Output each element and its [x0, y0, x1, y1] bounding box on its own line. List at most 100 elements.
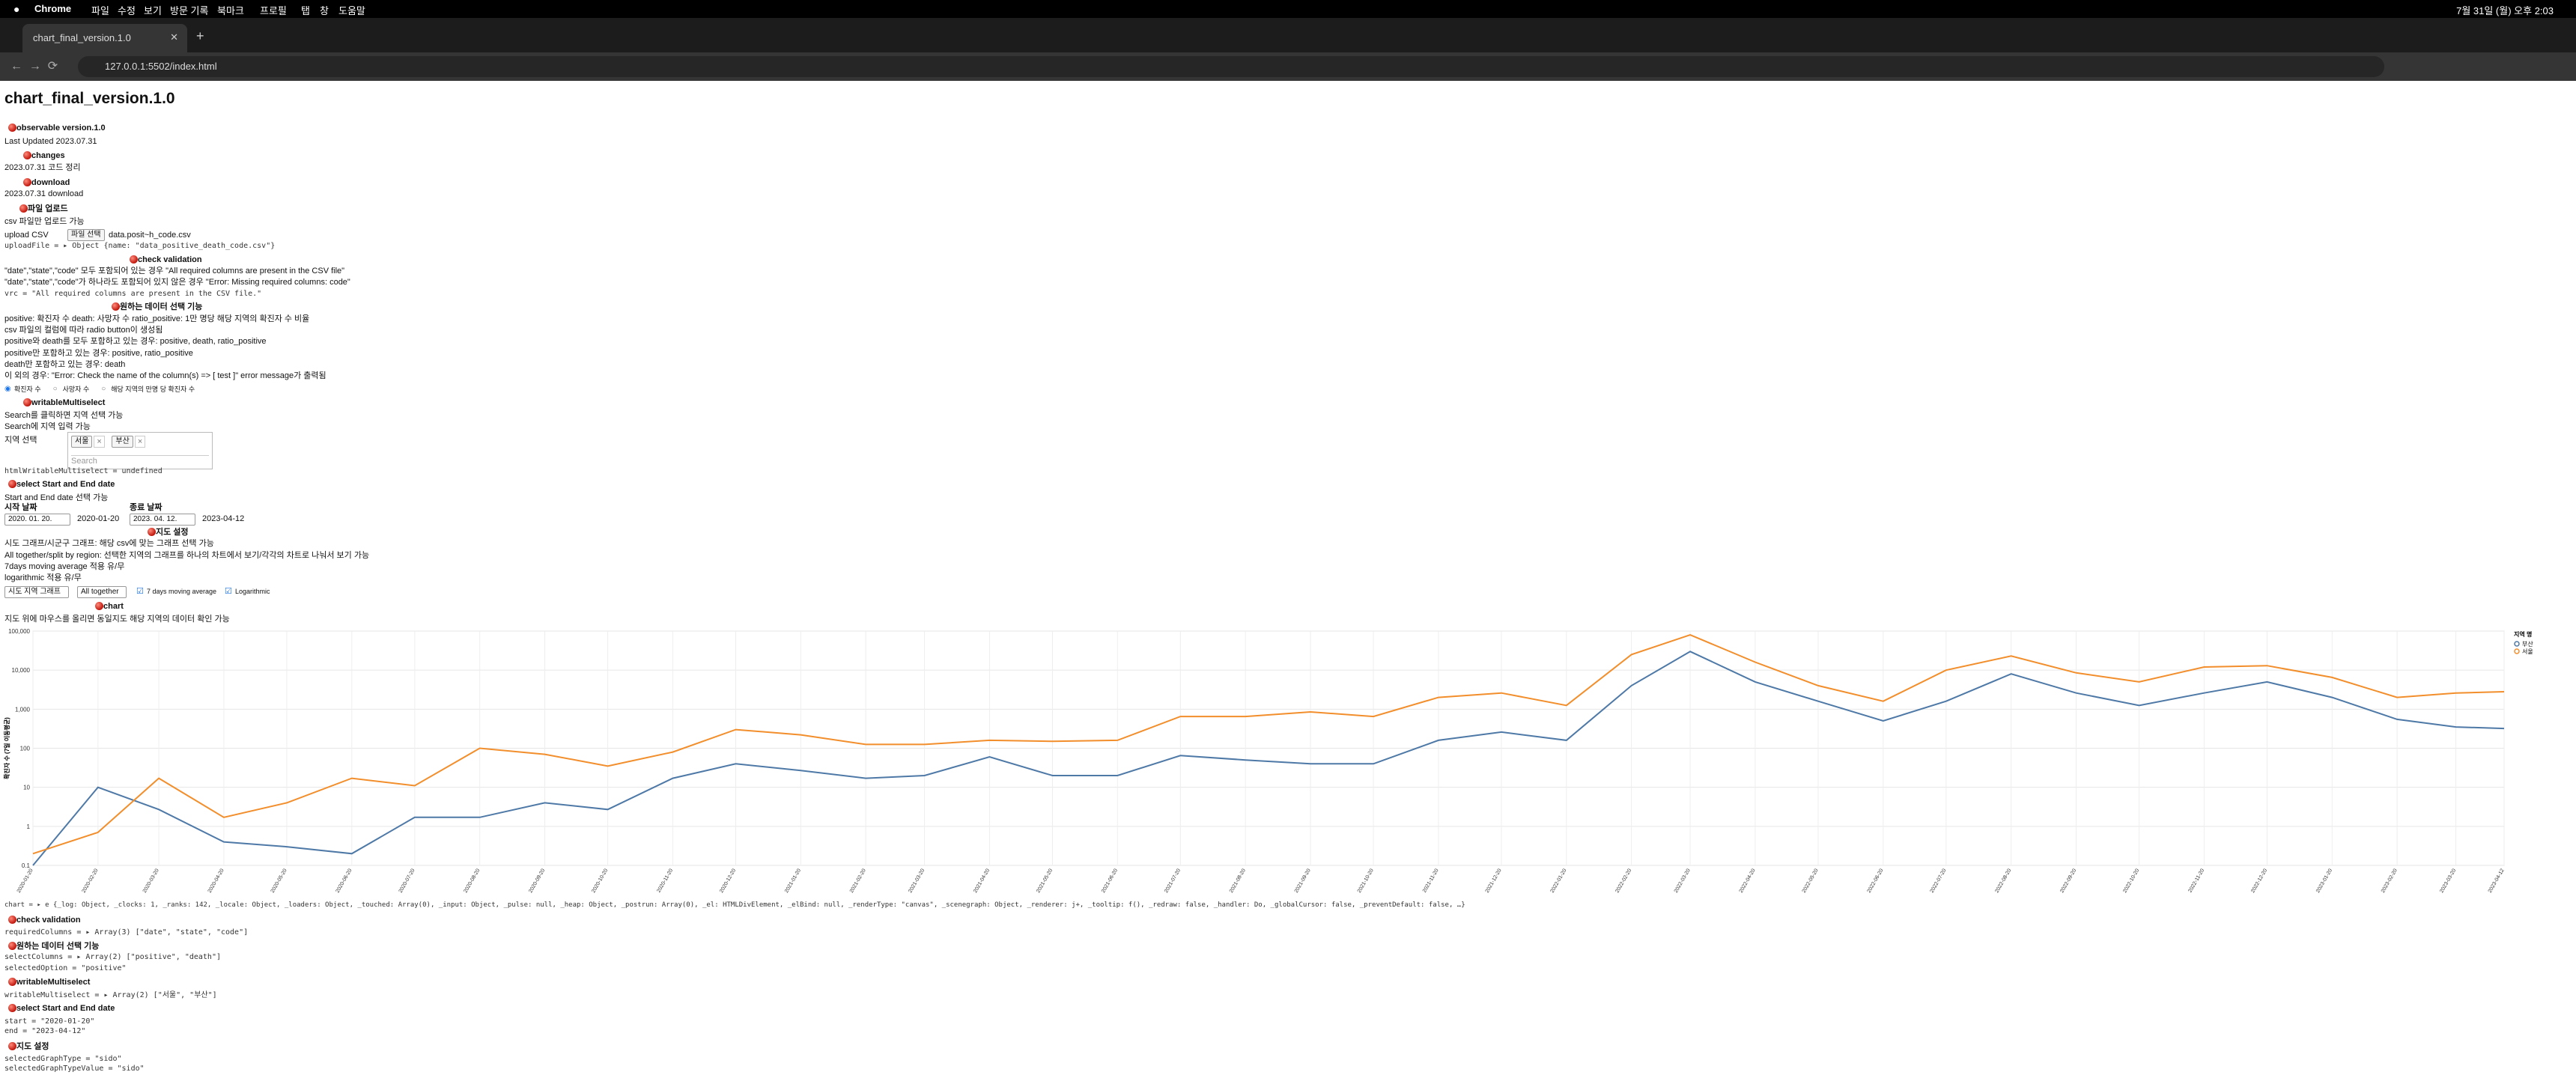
menu-bar: ● Chrome 파일 수정 보기 방문 기록 북마크 프로필 탭 창 도움말 7월 31일 (월… — [0, 0, 2576, 18]
file-name: data.posit~h_code.csv — [109, 231, 191, 240]
line — [32, 651, 2505, 866]
section-text: 시도 그래프/시군구 그래프: 해당 csv에 맞는 그래프 선택 가능 — [4, 539, 214, 548]
checkbox[interactable]: ☑ — [225, 587, 232, 596]
legend-label: 부산 — [2522, 640, 2533, 648]
x-tick-label: 2020-01-20 — [16, 868, 34, 894]
upload-label: upload CSV — [4, 231, 49, 240]
section-icon — [8, 480, 16, 488]
checkbox-label: 7 days moving average — [147, 588, 217, 595]
checkbox-label: Logarithmic — [235, 588, 270, 595]
section-icon — [148, 528, 156, 536]
radio[interactable]: ○ — [52, 385, 58, 393]
x-tick-label: 2020-07-20 — [398, 868, 416, 894]
tab-close[interactable]: ✕ — [170, 31, 178, 43]
address-bar[interactable]: 127.0.0.1:5502/index.html — [78, 56, 2384, 77]
x-tick-label: 2021-07-20 — [1164, 868, 1182, 894]
date-label: 종료 날짜 — [130, 503, 162, 512]
x-tick-label: 2023-02-20 — [2381, 868, 2399, 894]
y-axis-label: 확진자 수 (7일 이동평균) — [3, 717, 10, 779]
new-tab[interactable]: + — [196, 28, 204, 43]
y-tick-label: 0.1 — [22, 862, 31, 869]
radio[interactable]: ○ — [101, 385, 106, 393]
section-heading: 원하는 데이터 선택 기능 — [120, 302, 203, 311]
menu-item[interactable]: 창 — [320, 5, 329, 16]
x-tick-label: 2021-08-20 — [1229, 868, 1247, 894]
tab-title: chart_final_version.1.0 — [33, 32, 131, 43]
section-icon — [8, 1004, 16, 1012]
code-cell: uploadFile = ▸ Object {name: "data_posit… — [4, 242, 276, 250]
file-button[interactable]: 파일 선택 — [67, 229, 105, 241]
menu-item[interactable]: Chrome — [34, 3, 72, 14]
section-icon — [8, 124, 16, 132]
x-tick-label: 2021-12-20 — [1485, 868, 1503, 894]
x-tick-label: 2020-06-20 — [335, 868, 353, 894]
section-icon — [8, 942, 16, 950]
menu-item[interactable]: 북마크 — [217, 5, 244, 16]
x-tick-label: 2023-03-20 — [2439, 868, 2457, 894]
tag[interactable]: 서울 — [71, 436, 93, 448]
multiselect[interactable]: 서울 × 부산 × Search — [67, 432, 213, 469]
checkbox[interactable]: ☑ — [136, 587, 144, 596]
menu-item[interactable]: 도움말 — [338, 5, 365, 16]
date-input[interactable]: 2023. 04. 12. — [130, 514, 195, 526]
code-cell: requiredColumns = ▸ Array(3) ["date", "s… — [4, 928, 249, 937]
x-tick-label: 2022-02-20 — [1614, 868, 1632, 894]
x-tick-label: 2020-11-20 — [656, 868, 674, 893]
section-text: logarithmic 적용 유/무 — [4, 573, 82, 582]
section-icon — [23, 178, 31, 186]
section-icon — [19, 204, 28, 213]
section-icon — [23, 151, 31, 159]
layout-select[interactable]: All together — [77, 586, 127, 598]
url: 127.0.0.1:5502/index.html — [105, 61, 217, 72]
tag-remove[interactable]: × — [94, 436, 105, 448]
search-input[interactable]: Search — [71, 455, 209, 466]
x-tick-label: 2021-09-20 — [1294, 868, 1312, 894]
nav-buttons[interactable]: ← → ⟳ — [10, 60, 58, 73]
page-title: chart_final_version.1.0 — [4, 90, 175, 107]
apple-icon[interactable]: ● — [13, 3, 20, 15]
code-cell: chart = ▸ e {_log: Object, _clocks: 1, _… — [4, 901, 1465, 909]
menu-item[interactable]: 탭 — [301, 5, 310, 16]
graph-type-select[interactable]: 시도 지역 그래프 — [4, 586, 69, 598]
y-tick-label: 1,000 — [15, 706, 31, 713]
date-value: 2023-04-12 — [202, 514, 245, 523]
x-tick-label: 2021-03-20 — [908, 868, 926, 894]
date-input[interactable]: 2020. 01. 20. — [4, 514, 70, 526]
section-text: positive: 확진자 수 death: 사망자 수 ratio_posit… — [4, 314, 310, 323]
x-tick-label: 2020-08-20 — [463, 868, 481, 894]
x-tick-label: 2021-10-20 — [1357, 868, 1375, 894]
section-text: Last Updated 2023.07.31 — [4, 137, 97, 146]
code-cell: vrc = "All required columns are present … — [4, 290, 262, 298]
date-label: 시작 날짜 — [4, 503, 37, 512]
toolbar: ← → ⟳ 127.0.0.1:5502/index.html — [0, 52, 2576, 81]
code-cell: end = "2023-04-12" — [4, 1027, 86, 1035]
section-icon — [130, 255, 138, 264]
section-text: 7days moving average 적용 유/무 — [4, 562, 125, 571]
section-heading: select Start and End date — [16, 480, 115, 489]
clock[interactable]: 7월 31일 (월) 오후 2:03 — [2456, 5, 2554, 16]
menu-item[interactable]: 프로필 — [260, 5, 287, 16]
tag[interactable]: 부산 — [112, 436, 133, 448]
code-cell: writableMultiselect = ▸ Array(2) ["서울", … — [4, 991, 217, 999]
section-heading: download — [31, 178, 70, 187]
tag-remove[interactable]: × — [134, 436, 146, 448]
menu-item[interactable]: 수정 — [118, 5, 136, 16]
section-heading: writableMultiselect — [31, 398, 106, 407]
menu-item[interactable]: 파일 — [91, 5, 109, 16]
x-tick-label: 2020-12-20 — [719, 868, 737, 894]
x-tick-label: 2020-03-20 — [142, 868, 160, 894]
radio[interactable]: ◉ — [4, 385, 11, 393]
tab-bar: chart_final_version.1.0 ✕ + — [0, 18, 2576, 52]
x-tick-label: 2023-04-12 — [2488, 868, 2506, 894]
chart: 0.1 1 10 100 1,000 10,000 100,000 2020-01-20 202… — [3, 628, 2533, 894]
y-tick-label: 100,000 — [8, 628, 30, 635]
x-tick-label: 2021-05-20 — [1036, 868, 1054, 894]
tab[interactable]: chart_final_version.1.0 ✕ — [22, 24, 187, 52]
x-tick-label: 2022-01-20 — [1550, 868, 1568, 894]
date-value: 2020-01-20 — [77, 514, 120, 523]
x-tick-label: 2022-03-20 — [1674, 868, 1692, 894]
menu-item[interactable]: 보기 — [144, 5, 162, 16]
x-tick-label: 2020-10-20 — [591, 868, 609, 894]
menu-item[interactable]: 방문 기록 — [170, 5, 209, 16]
